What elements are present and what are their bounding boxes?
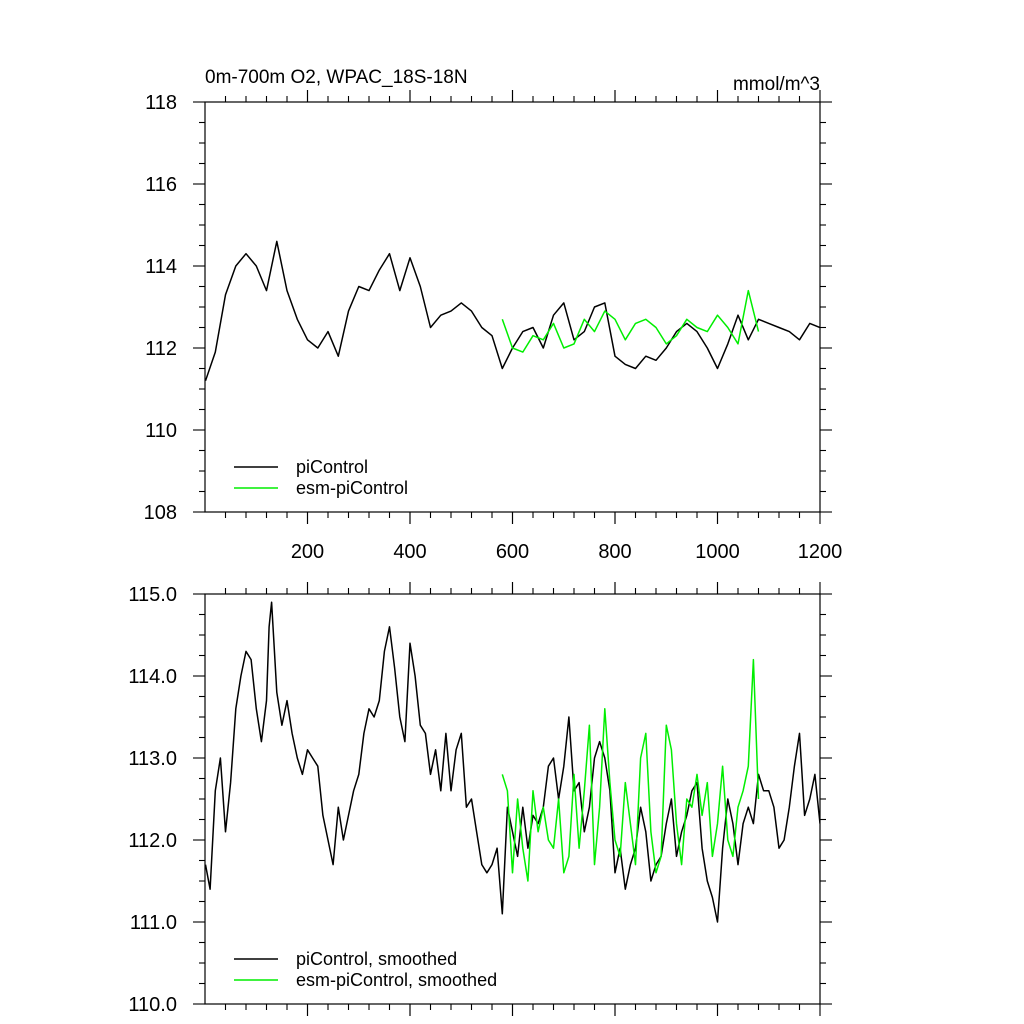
y-tick-label: 111.0 (130, 912, 177, 934)
y-tick-label: 116 (145, 174, 177, 196)
legend-label: esm-piControl, smoothed (296, 970, 497, 990)
legend-label: esm-piControl (296, 478, 408, 498)
series-line-0 (205, 240, 820, 382)
y-tick-label: 112 (145, 338, 177, 360)
y-tick-label: 114.0 (128, 666, 177, 688)
series-group (205, 240, 820, 382)
y-tick-label: 110 (145, 420, 177, 442)
x-tick-label: 200 (291, 541, 324, 563)
plot-frame (204, 101, 821, 513)
series-group (205, 601, 820, 923)
chart-title: 0m-700m O2, WPAC_18S-18N (205, 67, 468, 88)
series-line-1 (501, 658, 760, 882)
y-tick-label: 118 (145, 92, 177, 114)
units-label: mmol/m^3 (733, 74, 820, 95)
x-tick-label: 1000 (695, 541, 740, 563)
y-tick-label: 108 (144, 502, 177, 524)
legend-label: piControl (296, 457, 368, 477)
y-tick-label: 113.0 (128, 748, 177, 770)
series-line-1 (501, 289, 760, 353)
y-tick-label: 114 (145, 256, 177, 278)
x-tick-label: 600 (496, 541, 529, 563)
x-tick-label: 400 (393, 541, 426, 563)
x-tick-label: 800 (598, 541, 631, 563)
y-tick-label: 115.0 (128, 584, 177, 606)
bottom-panel: 110.0 111.0 112.0 113.0 114.0 115.0 piControl,… (128, 582, 832, 1016)
x-tick-label: 1200 (798, 541, 843, 563)
y-tick-label: 110.0 (128, 994, 177, 1016)
y-tick-label: 112.0 (128, 830, 177, 852)
series-line-0 (205, 601, 820, 923)
top-panel: 200 400 600 800 1000 1200 108 110 112 114 116 118 0m… (144, 67, 843, 563)
legend-label: piControl, smoothed (296, 949, 457, 969)
